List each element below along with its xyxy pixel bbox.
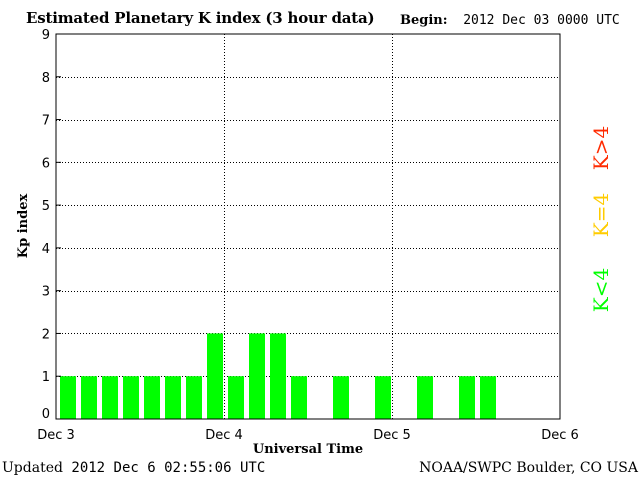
- legend-item: K>4: [589, 126, 613, 170]
- plot-frame: [55, 33, 561, 420]
- kp-bar: [60, 376, 76, 419]
- bars: [60, 333, 496, 419]
- kp-bar: [123, 376, 139, 419]
- kp-bar: [333, 376, 349, 419]
- chart-title: Estimated Planetary K index (3 hour data…: [26, 9, 375, 27]
- y-tick-labels: 0 1 2 3 4 5 6 7 8 9: [42, 28, 61, 422]
- kp-bar: [459, 376, 475, 419]
- credit-text: NOAA/SWPC Boulder, CO USA: [419, 460, 638, 476]
- y-tick-label: 7: [42, 114, 50, 129]
- kp-bar: [144, 376, 160, 419]
- kp-bar: [291, 376, 307, 419]
- y-tick-label: 4: [42, 242, 50, 257]
- kp-bar: [480, 376, 496, 419]
- x-tick-label: Dec 5: [373, 428, 411, 443]
- x-axis-label: Universal Time: [253, 442, 363, 457]
- kp-bar: [186, 376, 202, 419]
- kp-bar: [102, 376, 118, 419]
- x-tick-labels: Dec 3 Dec 4 Dec 5 Dec 6: [37, 428, 579, 443]
- kp-bar: [270, 333, 286, 419]
- kp-bar: [417, 376, 433, 419]
- y-tick-label: 2: [42, 327, 50, 342]
- begin-value: 2012 Dec 03 0000 UTC: [463, 13, 620, 28]
- kp-bar: [249, 333, 265, 419]
- y-tick-label: 5: [42, 199, 50, 214]
- kp-bar: [375, 376, 391, 419]
- kp-bar: [228, 376, 244, 419]
- updated-label: Updated: [2, 460, 63, 476]
- legend: K<4 K=4 K>4: [589, 126, 613, 312]
- kp-bar: [165, 376, 181, 419]
- y-tick-label: 1: [42, 370, 50, 385]
- y-tick-label: 0: [42, 407, 50, 422]
- x-tick-label: Dec 4: [205, 428, 243, 443]
- updated-value: 2012 Dec 6 02:55:06 UTC: [71, 460, 266, 476]
- y-tick-label: 9: [42, 28, 50, 43]
- grid-lines: [56, 34, 560, 419]
- begin-time: Begin: 2012 Dec 03 0000 UTC: [400, 13, 620, 28]
- y-tick-label: 8: [42, 71, 50, 86]
- x-tick-label: Dec 3: [37, 428, 75, 443]
- kp-bar: [207, 333, 223, 419]
- begin-label: Begin:: [400, 13, 448, 28]
- x-tick-label: Dec 6: [541, 428, 579, 443]
- y-axis-label: Kp index: [16, 194, 31, 259]
- legend-item: K=4: [589, 193, 613, 237]
- kp-bar: [81, 376, 97, 419]
- updated-timestamp: Updated 2012 Dec 6 02:55:06 UTC: [2, 460, 265, 476]
- y-tick-label: 3: [42, 285, 50, 300]
- y-tick-label: 6: [42, 156, 50, 171]
- legend-item: K<4: [589, 268, 613, 312]
